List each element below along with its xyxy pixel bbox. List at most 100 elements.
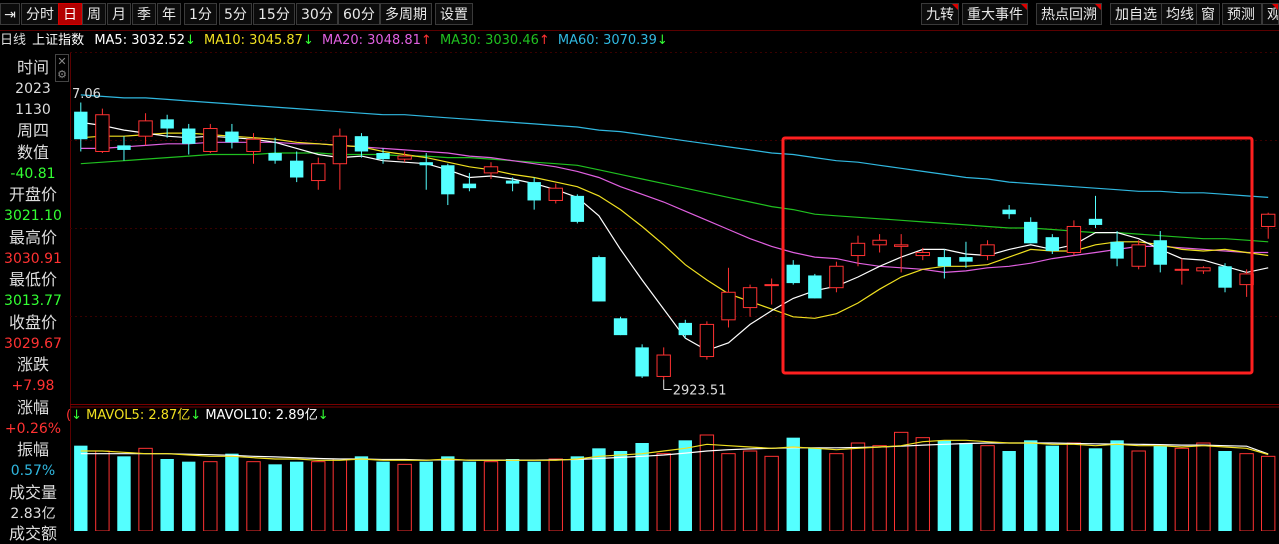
volume-bar (656, 453, 671, 531)
tab-daily[interactable]: 日 (58, 3, 82, 25)
ma10-arrow: ↓ (302, 33, 314, 48)
year-value: 2023 (15, 81, 51, 97)
volume-bar (505, 459, 520, 531)
candle-body (1024, 221, 1038, 244)
candle-body (268, 153, 282, 161)
volume-bar (376, 461, 390, 531)
ma60-line (80, 94, 1269, 198)
volume-bar (225, 453, 239, 531)
volume-bar (915, 437, 930, 531)
tab-1min[interactable]: 1分 (184, 3, 217, 25)
candle-body (1045, 237, 1060, 251)
mavol10-label: MAVOL10: 2.89亿 (205, 408, 318, 423)
mavol5-arrow-lead: ↓ (71, 408, 82, 423)
tab-weekly[interactable]: 周 (82, 3, 106, 25)
volume-bar (872, 445, 887, 531)
add-watchlist-button[interactable]: 加自选 (1110, 3, 1162, 25)
candle-body (289, 160, 304, 178)
nav-collapse-icon[interactable]: ⇥ (0, 3, 20, 25)
candle-body (332, 135, 348, 165)
candle-body (742, 287, 758, 309)
candle-body (808, 275, 822, 299)
volume-bar (592, 448, 606, 531)
tab-yearly[interactable]: 年 (157, 3, 181, 25)
candles (74, 102, 1276, 380)
candle-body (548, 187, 563, 201)
volume-bar (74, 445, 88, 531)
candle-body (182, 128, 196, 144)
mavol10-line (80, 442, 1269, 461)
kline-chart[interactable]: 7.06 2923.51 (70, 52, 1279, 531)
tab-5min[interactable]: 5分 (219, 3, 252, 25)
tab-60min[interactable]: 60分 (338, 3, 380, 25)
candle-body (678, 322, 692, 336)
tab-quarterly[interactable]: 季 (132, 3, 156, 25)
volume-bar (893, 431, 909, 531)
open-value: 3021.10 (4, 208, 62, 224)
candle-body (829, 265, 844, 289)
quote-info-panel: 时间 2023 1130 周四 数值 -40.81 开盘价 3021.10 最高… (0, 52, 71, 543)
ma20-label: MA20: 3048.81 (321, 33, 421, 48)
candle-body (1218, 266, 1232, 288)
opinion-button[interactable]: 观点 (1262, 3, 1279, 25)
tab-30min[interactable]: 30分 (296, 3, 338, 25)
tab-15min[interactable]: 15分 (253, 3, 295, 25)
tab-monthly[interactable]: 月 (107, 3, 131, 25)
pct-label: 涨幅 (16, 398, 49, 417)
volume-bar (1239, 453, 1254, 531)
panel-settings-icon[interactable]: ✕ ⚙ (55, 54, 69, 82)
volume-bar (203, 461, 218, 531)
window-button[interactable]: 窗 (1196, 3, 1220, 25)
nine-turn-button[interactable]: 九转 (921, 3, 959, 25)
volume-bar (548, 458, 563, 531)
hotspot-review-button[interactable]: 热点回溯 (1036, 3, 1102, 25)
volume-bar (483, 461, 499, 531)
candle-body (1261, 213, 1276, 227)
time-label: 时间 (16, 58, 49, 77)
candle-body (915, 251, 930, 257)
volume-bar (1196, 442, 1211, 531)
candle-body (1174, 268, 1190, 271)
mavol10-arrow: ↓ (317, 408, 329, 423)
high-label: 最高价 (8, 228, 57, 247)
change-label: 涨跌 (16, 355, 49, 374)
forecast-button[interactable]: 预测 (1222, 3, 1262, 25)
ma60-arrow: ↓ (656, 33, 668, 48)
volume-bar (419, 461, 433, 531)
candle-body (246, 138, 261, 152)
chart-annotations: 7.06 2923.51 (72, 87, 726, 399)
tab-intraday[interactable]: 分时 (21, 3, 59, 25)
volume-bar (742, 450, 758, 531)
candle-body (850, 242, 866, 257)
candle-body (1110, 241, 1124, 259)
ma30-arrow: ↑ (538, 33, 550, 48)
candle-body (786, 264, 800, 284)
volume-bar (1261, 455, 1276, 531)
candle-body (893, 244, 909, 247)
candle-body (397, 155, 412, 160)
ma20-line (80, 141, 1269, 274)
volume-bar (441, 456, 455, 531)
tab-multi-period[interactable]: 多周期 (380, 3, 432, 25)
candle-body (937, 257, 952, 267)
value-label: 数值 (16, 143, 49, 162)
candle-body (1002, 209, 1016, 215)
volume-bar (959, 443, 973, 531)
date-value: 1130 (15, 102, 51, 118)
major-events-button[interactable]: 重大事件 (962, 3, 1028, 25)
period-toolbar: ⇥ 分时 日 周 月 季 年 1分 5分 15分 30分 60分 多周期 设置 … (0, 0, 1279, 31)
ma-lines-button[interactable]: 均线 (1161, 3, 1199, 25)
candle-body (1066, 225, 1082, 253)
candle-body (1131, 244, 1146, 267)
mavol5-label: MAVOL5: 2.87亿 (86, 408, 191, 423)
ma-legend: 日线 上证指数 MA5: 3032.52↓ MA10: 3045.87↓ MA2… (0, 31, 670, 51)
volume-bar (332, 458, 348, 531)
volume-bar (1066, 442, 1082, 531)
volume-bar (829, 453, 844, 531)
candle-body (95, 114, 110, 152)
volume-ma-lines (80, 439, 1269, 461)
candle-body (699, 323, 715, 358)
settings-button[interactable]: 设置 (435, 3, 473, 25)
candle-body (225, 131, 239, 143)
volume-bar (786, 437, 800, 531)
